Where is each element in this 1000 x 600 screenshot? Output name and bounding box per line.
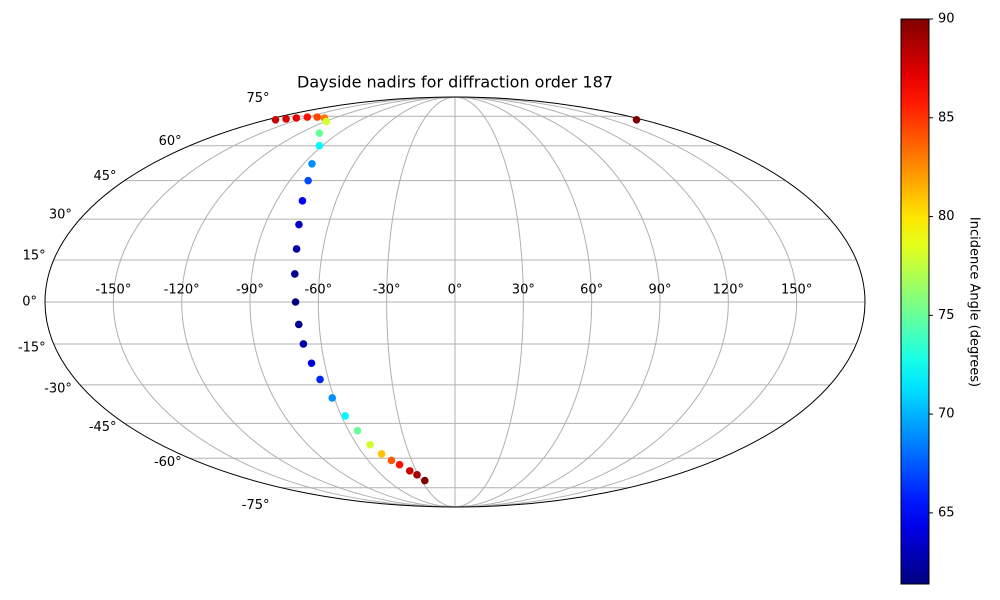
grid-line <box>317 96 456 508</box>
y-tick-label: 45° <box>94 169 117 184</box>
point <box>632 115 641 124</box>
chart-title: Dayside nadirs for diffraction order 187 <box>297 73 613 92</box>
point <box>292 114 301 122</box>
x-tick-label: 30° <box>512 283 535 298</box>
colorbar <box>900 18 930 585</box>
y-tick-label: -75° <box>242 498 270 513</box>
point <box>316 375 324 384</box>
point <box>313 113 322 121</box>
point <box>292 245 301 253</box>
colorbar-label: Incidence Angle (degrees) <box>967 217 982 387</box>
point <box>295 220 303 229</box>
point <box>282 115 290 123</box>
grid-line <box>386 96 456 508</box>
point <box>308 159 316 168</box>
point <box>366 441 374 449</box>
point <box>315 129 324 137</box>
point <box>420 476 429 485</box>
grid-line <box>454 96 661 508</box>
colorbar-tick-label: 80 <box>938 209 955 224</box>
point <box>307 359 316 368</box>
colorbar-tick-label: 90 <box>938 12 955 27</box>
y-tick-label: -15° <box>18 340 46 355</box>
point <box>294 320 303 329</box>
map-outline <box>44 96 866 508</box>
x-tick-label: 0° <box>448 283 463 298</box>
grid-line <box>454 96 729 508</box>
point <box>299 340 308 348</box>
y-tick-label: 0° <box>22 295 37 310</box>
x-tick-label: -90° <box>236 283 264 298</box>
point <box>322 117 331 126</box>
y-tick-label: 75° <box>246 91 269 106</box>
grid-line <box>112 96 456 508</box>
point <box>353 426 362 435</box>
y-tick-label: 60° <box>159 134 182 149</box>
series <box>271 113 641 485</box>
x-tick-label: -60° <box>304 283 332 298</box>
y-tick-label: -60° <box>154 455 182 470</box>
point <box>304 176 312 185</box>
x-tick-label: -120° <box>164 283 200 298</box>
grid-line <box>181 96 456 508</box>
point <box>413 471 421 479</box>
x-tick-label: 60° <box>580 283 603 298</box>
point <box>298 197 307 205</box>
point <box>315 141 324 150</box>
point <box>328 394 337 402</box>
colorbar-tick-label: 85 <box>938 110 955 125</box>
point <box>291 298 300 306</box>
point <box>377 450 386 458</box>
point <box>395 460 404 469</box>
colorbar-tick-label: 75 <box>938 308 955 323</box>
x-tick-label: 90° <box>648 283 671 298</box>
grid-line <box>454 96 798 508</box>
point <box>271 115 280 124</box>
x-tick-label: -30° <box>373 283 401 298</box>
y-tick-label: -45° <box>89 420 117 435</box>
x-tick-label: 120° <box>713 283 744 298</box>
x-tick-label: -150° <box>95 283 131 298</box>
grid-line <box>454 96 593 508</box>
point <box>303 113 312 121</box>
grid <box>45 96 865 508</box>
y-tick-label: -30° <box>44 381 72 396</box>
point <box>290 270 299 278</box>
point <box>405 467 414 475</box>
x-tick-label: 150° <box>781 283 812 298</box>
point <box>387 456 396 465</box>
y-tick-label: 15° <box>23 249 46 264</box>
y-tick-label: 30° <box>49 208 72 223</box>
colorbar-tick-label: 70 <box>938 407 955 422</box>
colorbar-tick-label: 65 <box>938 505 955 520</box>
point <box>341 412 349 420</box>
grid-line <box>454 96 524 508</box>
